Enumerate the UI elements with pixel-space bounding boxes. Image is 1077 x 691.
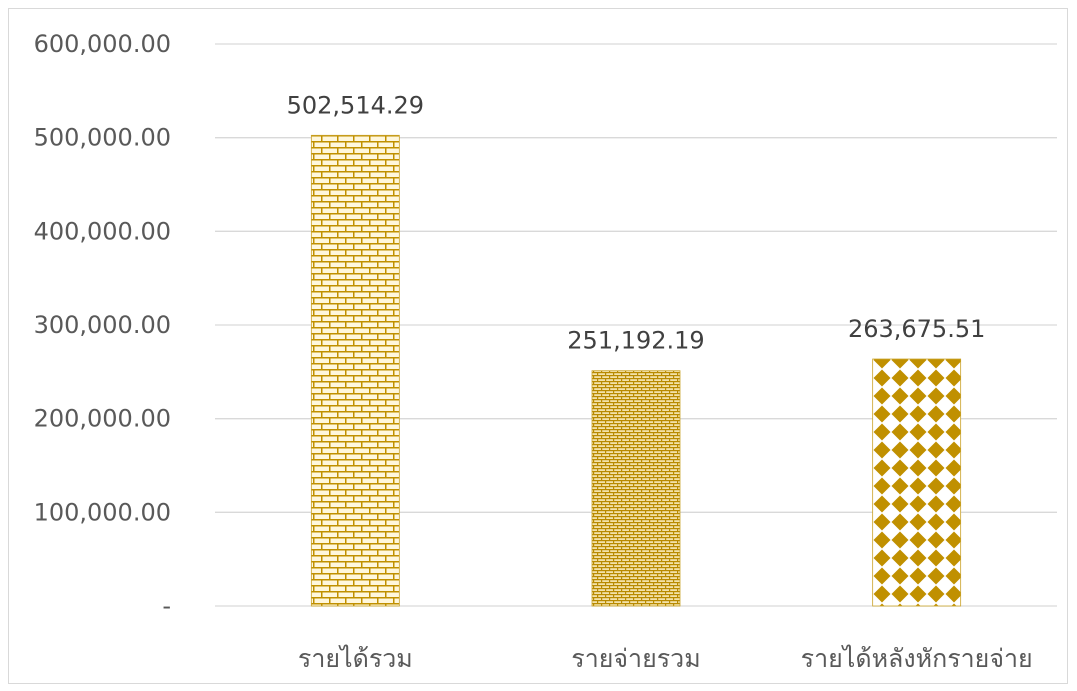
bar-chart: - 100,000.00 200,000.00 300,000.00 400,000.0… xyxy=(34,30,1057,673)
category-label-0: รายได้รวม xyxy=(298,644,413,673)
x-axis-category-labels: รายได้รวม รายจ่ายรวม รายได้หลังหักรายจ่าย xyxy=(298,644,1033,673)
category-label-2: รายได้หลังหักรายจ่าย xyxy=(801,644,1033,673)
y-tick-label-5: 500,000.00 xyxy=(34,124,171,152)
category-label-1: รายจ่ายรวม xyxy=(571,644,700,673)
y-axis-tick-labels: - 100,000.00 200,000.00 300,000.00 400,000.0… xyxy=(34,30,171,620)
y-tick-label-2: 200,000.00 xyxy=(34,405,171,433)
y-tick-label-0: - xyxy=(162,592,171,620)
data-label-2: 263,675.51 xyxy=(848,315,985,343)
y-tick-label-1: 100,000.00 xyxy=(34,498,171,526)
bar-1 xyxy=(591,370,681,607)
chart-frame: - 100,000.00 200,000.00 300,000.00 400,000.0… xyxy=(8,8,1068,684)
data-label-0: 502,514.29 xyxy=(287,91,424,119)
bar-0 xyxy=(310,134,400,607)
y-tick-label-4: 400,000.00 xyxy=(34,217,171,245)
data-labels: 502,514.29 251,192.19 263,675.51 xyxy=(287,91,986,354)
bar-2 xyxy=(872,358,962,607)
data-label-1: 251,192.19 xyxy=(567,327,704,355)
y-tick-label-3: 300,000.00 xyxy=(34,311,171,339)
y-tick-label-6: 600,000.00 xyxy=(34,30,171,58)
bars xyxy=(310,134,962,607)
